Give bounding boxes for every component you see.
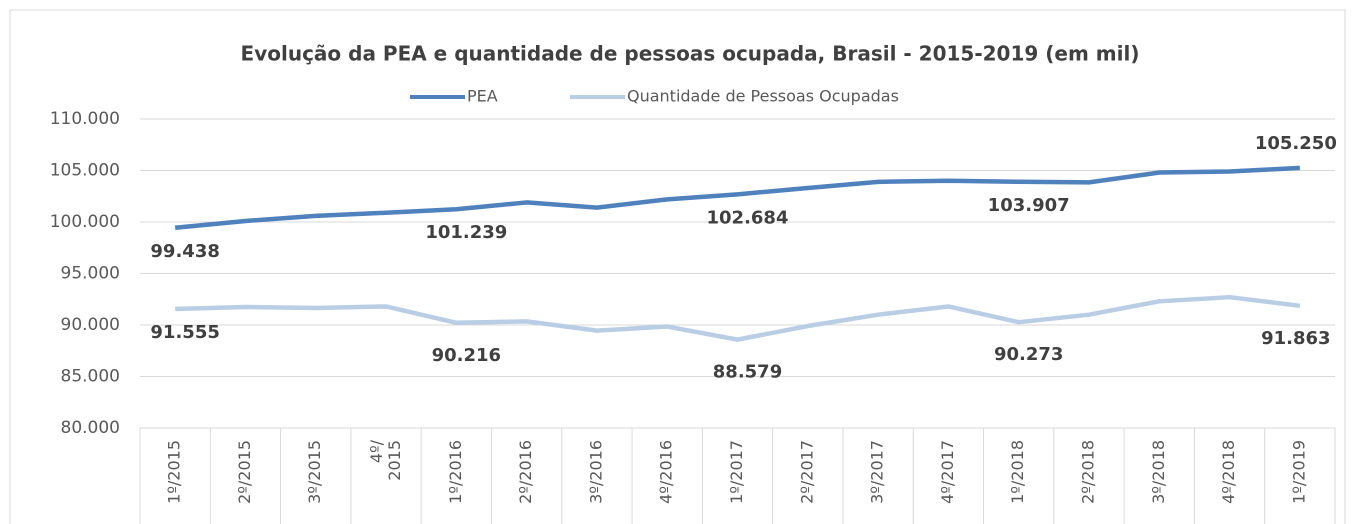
y-tick-label: 85.000 (61, 367, 120, 387)
x-tick-label: 2º/2018 (1078, 440, 1097, 504)
x-tick-label: 1º/2019 (1289, 440, 1308, 504)
series-line (174, 165, 1300, 231)
x-tick-label: 4º/2016 (657, 440, 676, 504)
x-tick-label: 1º/2017 (727, 440, 746, 504)
x-tick-label-group: 3º/2017 (868, 440, 887, 504)
y-tick-label: 95.000 (61, 264, 120, 284)
x-tick-label-group: 4º/2018 (1219, 440, 1238, 504)
data-label: 103.907 (988, 195, 1070, 216)
x-tick-label: 4º/2015 (367, 439, 404, 480)
x-tick-label-group: 2º/2018 (1078, 440, 1097, 504)
x-tick-label: 2º/2015 (235, 440, 254, 504)
x-tick-label-group: 2º/2017 (797, 440, 816, 504)
x-tick-label-group: 1º/2019 (1289, 440, 1308, 504)
x-tick-label-group: 3º/2018 (1149, 440, 1168, 504)
y-tick-label: 80.000 (61, 418, 120, 438)
x-tick-label: 3º/2018 (1149, 440, 1168, 504)
y-tick-label: 110.000 (50, 109, 120, 129)
data-label: 88.579 (713, 362, 782, 383)
x-tick-label-group: 1º/2017 (727, 440, 746, 504)
x-tick-label: 3º/2017 (868, 440, 887, 504)
data-label: 91.555 (150, 322, 219, 343)
x-tick-label-group: 1º/2016 (446, 440, 465, 504)
x-tick-label: 4º/2017 (938, 440, 957, 504)
x-tick-label: 2º/2017 (797, 440, 816, 504)
x-tick-label-group: 2º/2016 (516, 440, 535, 504)
x-tick-label-group: 2º/2015 (235, 440, 254, 504)
series-line (175, 294, 1301, 342)
data-label: 102.684 (707, 207, 789, 228)
y-tick-label: 105.000 (50, 161, 120, 181)
x-tick-label-group: 4º/2017 (938, 440, 957, 504)
x-tick-label: 3º/2016 (586, 440, 605, 504)
x-tick-label-group: 4º/2015 (367, 439, 404, 480)
x-tick-label: 1º/2018 (1008, 440, 1027, 504)
y-tick-label: 100.000 (50, 212, 120, 232)
x-tick-label: 2º/2016 (516, 440, 535, 504)
x-tick-label-group: 1º/2018 (1008, 440, 1027, 504)
x-tick-label-group: 3º/2016 (586, 440, 605, 504)
x-tick-label-group: 1º/2015 (165, 440, 184, 504)
y-tick-label: 90.000 (61, 315, 120, 335)
chart-border (9, 9, 1346, 524)
data-label: 105.250 (1255, 133, 1337, 154)
x-tick-label: 1º/2015 (165, 440, 184, 504)
data-label: 90.216 (432, 345, 501, 366)
legend-label: PEA (467, 87, 498, 106)
x-tick-label-group: 3º/2015 (305, 440, 324, 504)
data-label: 91.863 (1261, 328, 1330, 349)
data-label: 90.273 (994, 344, 1063, 365)
x-tick-label: 1º/2016 (446, 440, 465, 504)
data-label: 99.438 (150, 241, 219, 262)
x-tick-label: 3º/2015 (305, 440, 324, 504)
x-tick-label-group: 4º/2016 (657, 440, 676, 504)
chart-title: Evolução da PEA e quantidade de pessoas … (241, 42, 1140, 66)
data-label: 101.239 (425, 222, 507, 243)
x-tick-label: 4º/2018 (1219, 440, 1238, 504)
legend-label: Quantidade de Pessoas Ocupadas (627, 87, 899, 106)
